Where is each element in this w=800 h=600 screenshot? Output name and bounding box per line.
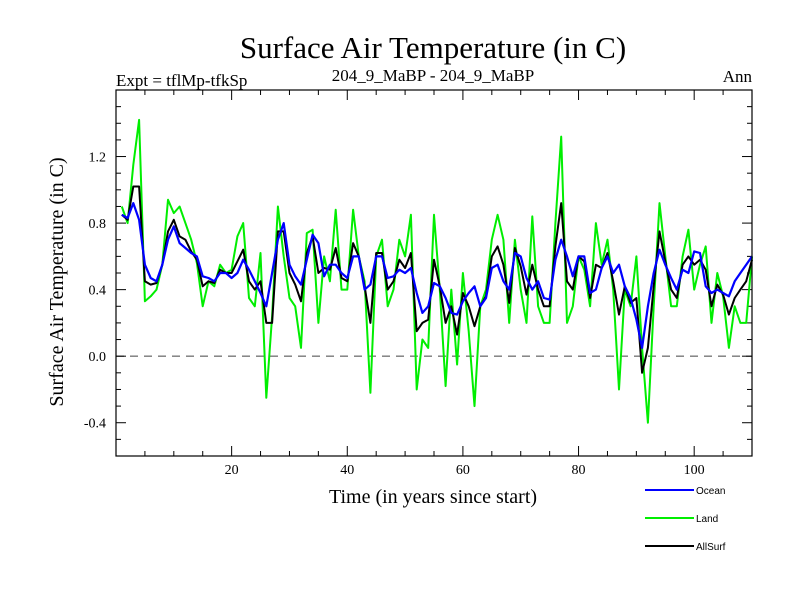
chart-title: Surface Air Temperature (in C) xyxy=(240,30,626,65)
subtitle-center: 204_9_MaBP - 204_9_MaBP xyxy=(332,66,534,85)
axis-ticks: 20 40 60 80 100 -0.4 0.0 0.4 0.8 1.2 xyxy=(84,90,752,478)
subtitle-left: Expt = tflMp-tfkSp xyxy=(116,71,247,90)
x-axis-label: Time (in years since start) xyxy=(329,486,537,508)
x-tick-label: 40 xyxy=(340,463,354,478)
legend-label-allsurf: AllSurf xyxy=(696,542,726,553)
legend-label-ocean: Ocean xyxy=(696,486,725,497)
plot-frame xyxy=(115,89,753,457)
y-tick-label: -0.4 xyxy=(84,417,106,432)
legend: Ocean Land AllSurf xyxy=(645,486,726,553)
x-tick-label: 20 xyxy=(225,463,239,478)
x-tick-label: 60 xyxy=(456,463,470,478)
series-line-ocean xyxy=(121,202,753,349)
y-tick-label: 1.2 xyxy=(89,151,107,166)
y-tick-label: 0.0 xyxy=(89,350,107,365)
y-tick-label: 0.4 xyxy=(89,284,107,299)
y-axis-label: Surface Air Temperature (in C) xyxy=(46,157,68,406)
legend-label-land: Land xyxy=(696,514,718,525)
x-tick-label: 100 xyxy=(684,463,705,478)
subtitle-right: Ann xyxy=(723,67,753,86)
series-lines xyxy=(120,118,753,424)
x-tick-label: 80 xyxy=(572,463,586,478)
y-tick-label: 0.8 xyxy=(89,217,107,232)
